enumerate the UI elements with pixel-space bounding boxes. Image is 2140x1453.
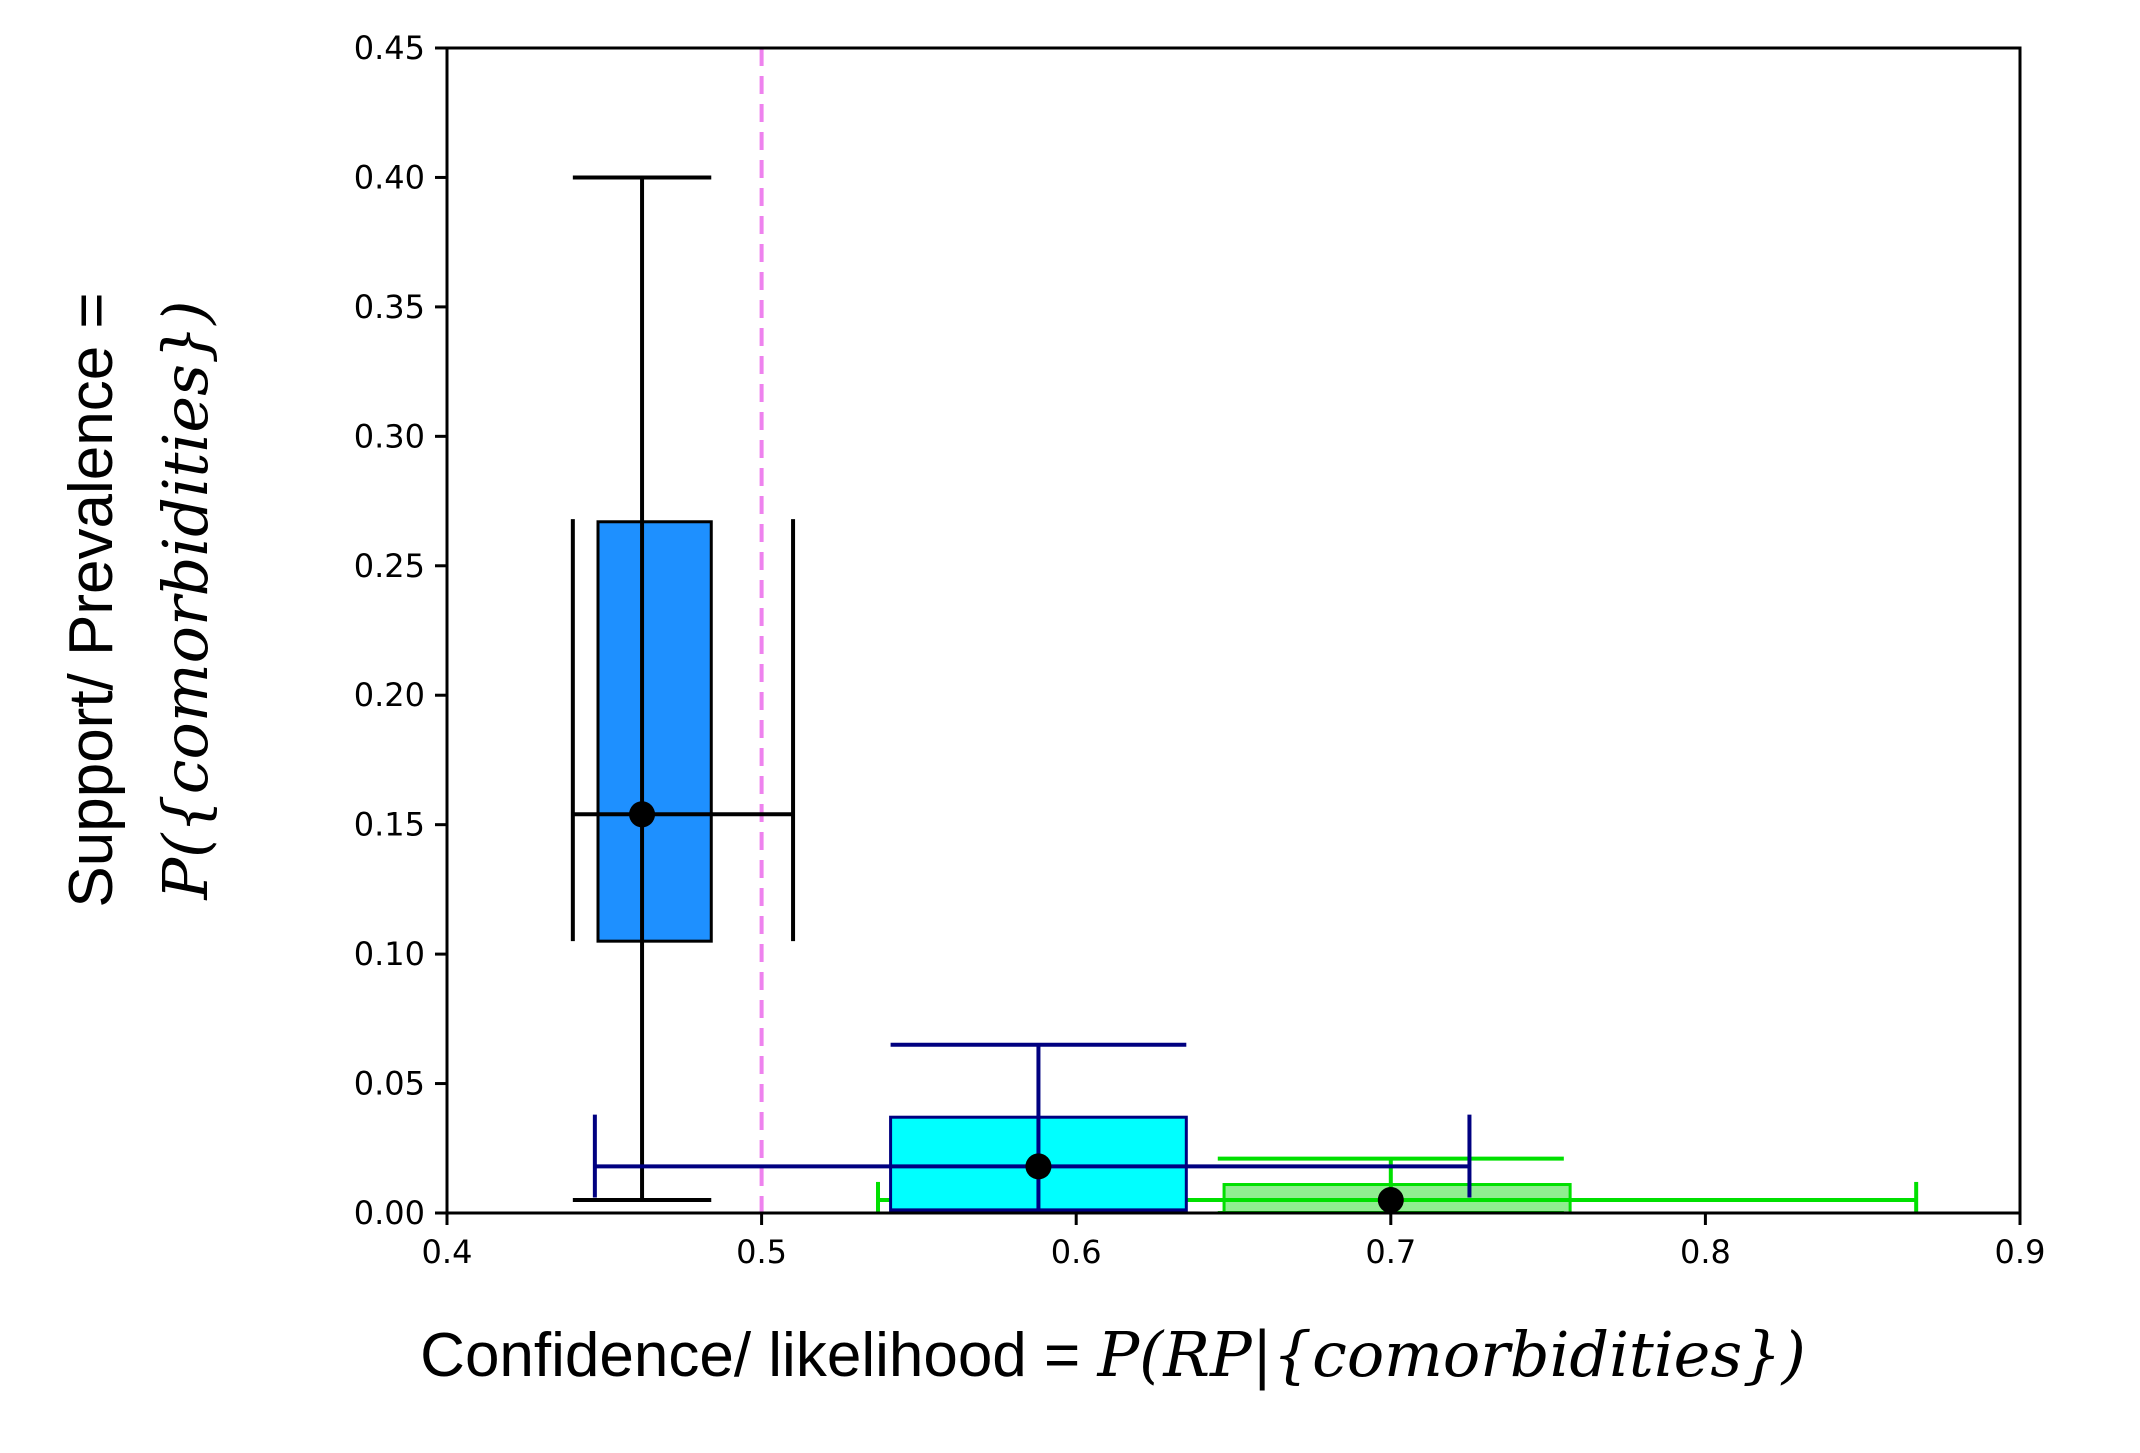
x-tick-label: 0.8 [1680,1233,1731,1271]
plot-frame [445,46,2022,1215]
center-point-group-3 [1377,1187,1404,1214]
x-tick-label: 0.5 [736,1233,787,1271]
y-tick-label: 0.25 [354,547,425,585]
y-tick-label: 0.10 [354,935,425,973]
series-group-1 [570,175,796,1203]
x-axis-title-text: Confidence/ likelihood = [420,1321,1097,1390]
y-tick-label: 0.45 [354,29,425,67]
center-point-group-1 [629,801,656,828]
y-tick-label: 0.15 [354,806,425,844]
y-tick-label: 0.35 [354,288,425,326]
x-axis: 0.4 0.5 0.6 0.7 0.8 0.9 [422,1213,2046,1271]
box-group-1 [596,520,713,943]
y-tick-label: 0.05 [354,1065,425,1103]
x-tick-label: 0.9 [1995,1233,2046,1271]
y-axis-title-line2: P({comorbidities}) [149,300,222,900]
y-axis-title-line1: Support/ Prevalence = [57,292,126,907]
x-tick-label: 0.4 [422,1233,473,1271]
x-tick-label: 0.7 [1365,1233,1416,1271]
center-point-group-2 [1025,1153,1052,1180]
y-tick-label: 0.40 [354,158,425,196]
x-axis-title: Confidence/ likelihood = P(RP|{comorbidi… [420,1318,1806,1391]
plot-content [570,48,1919,1214]
y-axis: 0.00 0.05 0.10 0.15 0.20 0.25 0.30 0.35 0.40 0.45 [354,29,447,1232]
y-tick-label: 0.20 [354,676,425,714]
y-tick-label: 0.30 [354,417,425,455]
x-tick-label: 0.6 [1051,1233,1102,1271]
y-tick-label: 0.00 [354,1194,425,1232]
x-axis-title-math: P(RP|{comorbidities}) [1096,1318,1805,1391]
